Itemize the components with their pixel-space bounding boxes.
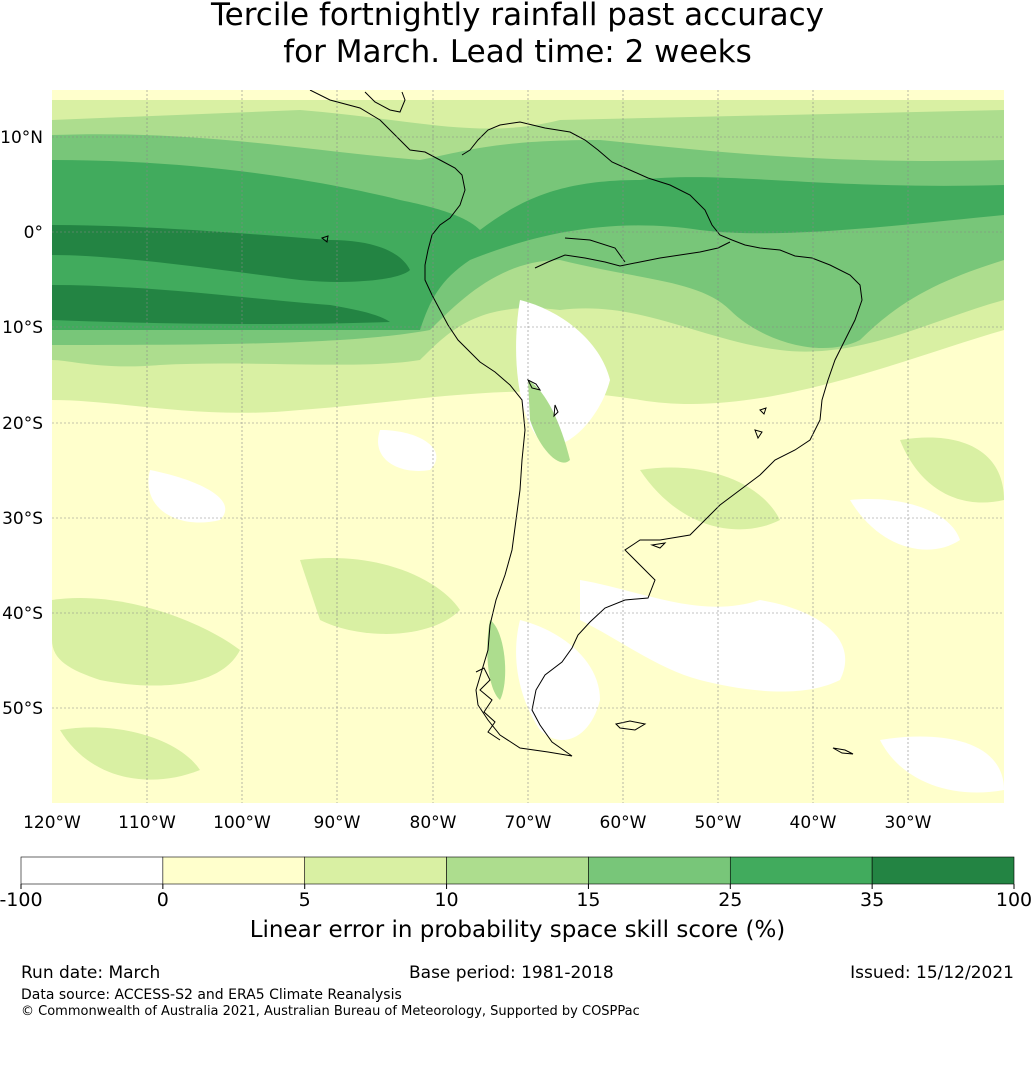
colorbar-tick-label: 35 [860,889,884,911]
colorbar-tick-label: 25 [718,889,742,911]
longitude-labels: 120°W 110°W 100°W 90°W 80°W 70°W 60°W 50… [23,813,932,833]
lat-label: 50°S [2,699,43,719]
lon-label: 40°W [790,813,837,833]
map-title-line-2: for March. Lead time: 2 weeks [283,34,752,70]
colorbar-tick-label: 100 [996,889,1032,911]
issued-date: Issued: 15/12/2021 [850,963,1014,983]
colorbar-tick-label: 15 [576,889,600,911]
colorbar-bin [871,856,1015,885]
lat-label: 10°S [2,318,43,338]
colorbar-tick-label: 10 [434,889,458,911]
colorbar-tick-label: 0 [157,889,169,911]
base-period: Base period: 1981-2018 [409,963,614,983]
latitude-labels: 10°N 0° 10°S 20°S 30°S 40°S 50°S [0,128,43,719]
colorbar-bin [729,856,873,885]
lon-label: 50°W [695,813,742,833]
colorbar-bin [446,856,589,885]
map-title-line-1: Tercile fortnightly rainfall past accura… [210,0,825,33]
lon-label: 110°W [118,813,176,833]
lon-label: 60°W [600,813,647,833]
lon-label: 100°W [213,813,271,833]
lat-label: 20°S [2,414,43,434]
colorbar-tick-label: 5 [299,889,311,911]
lon-label: 90°W [314,813,361,833]
gridlines [52,90,1004,803]
colorbar-bin [304,856,447,885]
lon-label: 80°W [410,813,457,833]
colorbar-ticks: -100 0 5 10 15 25 35 100 [0,884,1032,911]
amazon-river [534,241,731,269]
colorbar-label: Linear error in probability space skill … [249,917,786,943]
colorbar-tick-label: -100 [0,889,43,911]
lat-label: 0° [24,223,43,243]
lon-label: 70°W [505,813,552,833]
skill-score-field [52,90,1004,803]
lat-label: 30°S [2,509,43,529]
coastline-south-america [309,90,863,757]
lat-label: 40°S [2,604,43,624]
copyright: © Commonwealth of Australia 2021, Austra… [21,1004,640,1019]
colorbar [20,856,1015,885]
lon-label: 30°W [885,813,932,833]
colorbar-bin [588,856,731,885]
data-source: Data source: ACCESS-S2 and ERA5 Climate … [21,987,402,1003]
colorbar-bin [162,856,306,885]
run-date: Run date: March [21,963,161,983]
lon-label: 120°W [23,813,81,833]
colorbar-bin [20,856,164,885]
lat-label: 10°N [0,128,43,148]
